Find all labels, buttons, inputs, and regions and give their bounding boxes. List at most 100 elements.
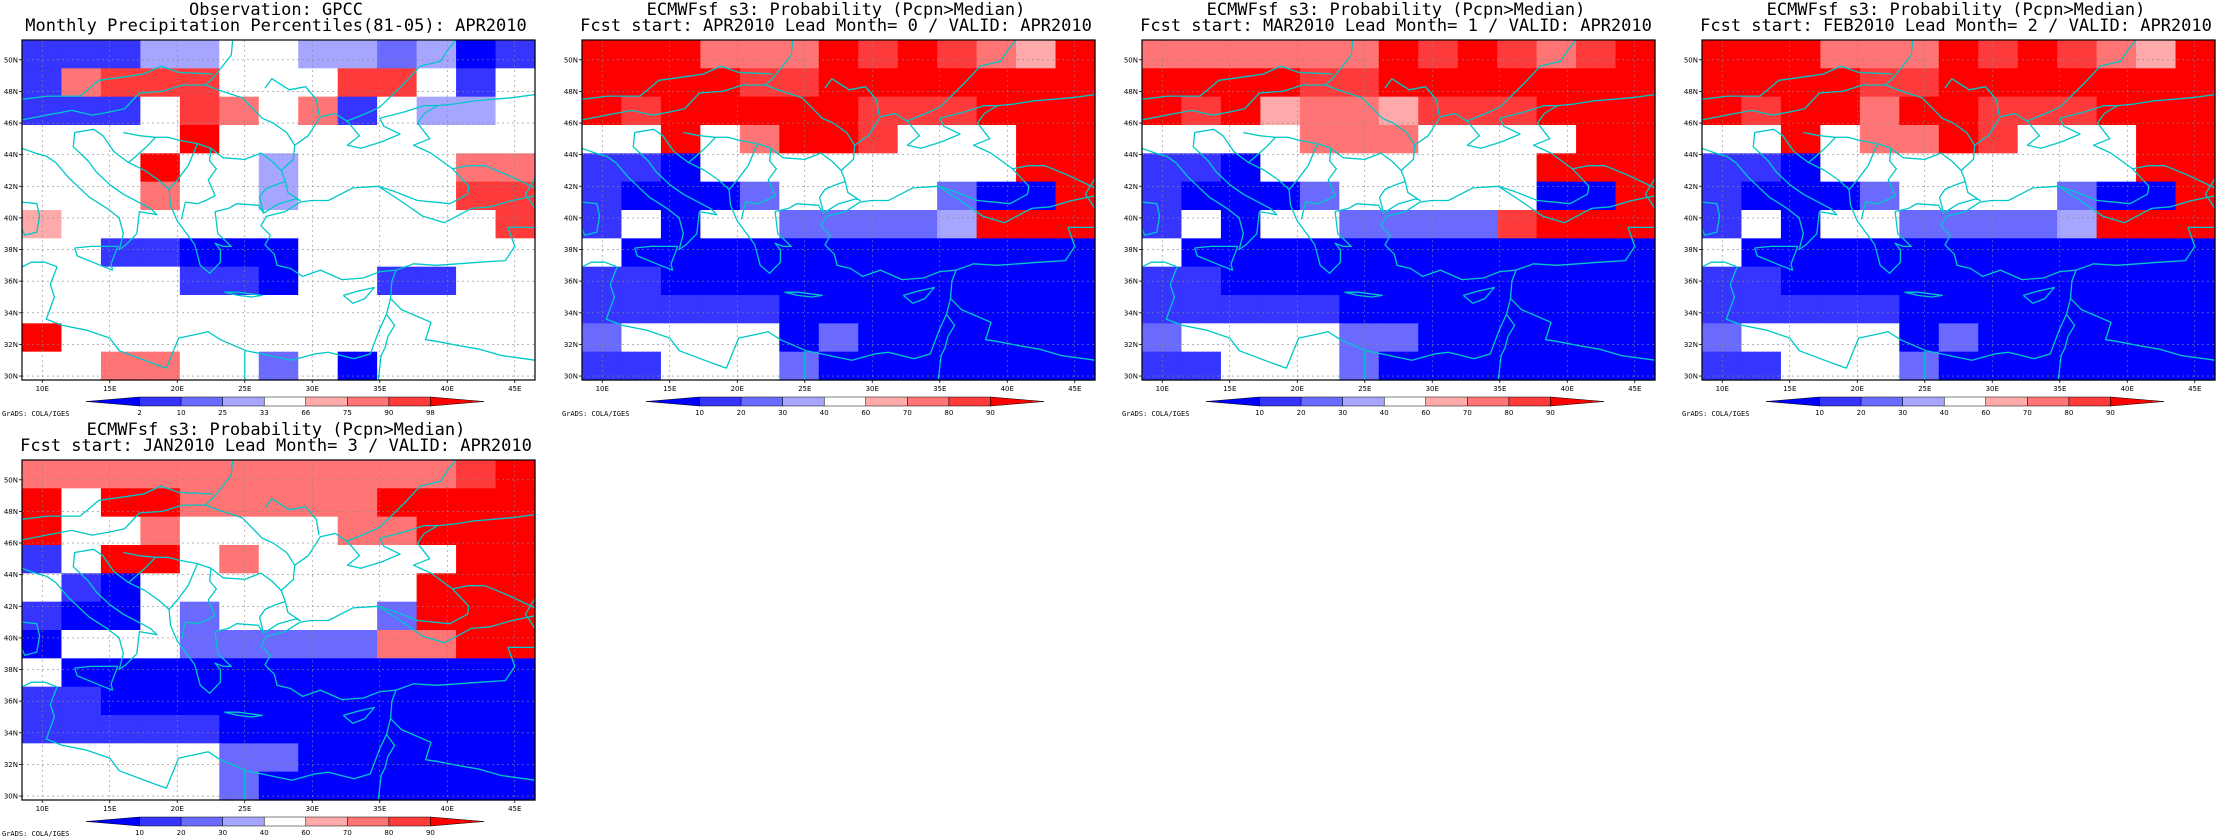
grid-cell — [1615, 153, 1656, 183]
grid-cell — [377, 460, 418, 489]
grid-cell — [1016, 96, 1057, 126]
grid-cell — [2017, 125, 2058, 154]
legend-swatch — [2027, 396, 2070, 407]
grid-cell — [140, 743, 181, 773]
legend-swatch — [1205, 396, 1260, 407]
grid-cell — [377, 630, 418, 659]
grid-cell — [2017, 295, 2058, 324]
grid-cell — [818, 40, 859, 69]
legend-label: 60 — [1421, 409, 1430, 417]
grid-cell — [1576, 125, 1617, 154]
grid-cell — [337, 488, 378, 518]
grid-cell — [337, 125, 378, 154]
lat-tick-label: 50N — [4, 56, 18, 64]
grid-cell — [377, 295, 418, 324]
grid-cell — [100, 295, 141, 324]
grid-cell — [1220, 295, 1261, 324]
coastline-path — [997, 93, 1095, 107]
grid-cell — [1339, 295, 1380, 324]
lat-tick-label: 34N — [564, 309, 578, 317]
probability-map: 10E 15E 20E 25E 30E 35E 40E 45E 30N 32N 34N 36N 38N 4… — [564, 39, 1096, 417]
grid-cell — [495, 545, 536, 574]
lon-tick-label: 15E — [103, 805, 116, 813]
grid-cell — [1938, 238, 1979, 268]
grid-cell — [779, 96, 820, 126]
grid-cell — [2096, 295, 2137, 324]
coastline-path — [74, 665, 119, 691]
legend-swatch — [948, 396, 991, 407]
grid-cell — [298, 573, 339, 603]
grid-cell — [976, 295, 1017, 324]
lon-tick-label: 15E — [1783, 385, 1796, 393]
grid-cell — [22, 238, 63, 268]
grid-cell — [140, 516, 181, 546]
coastline-path — [1808, 136, 1837, 164]
grid-cell — [61, 295, 102, 324]
coastline-path — [1702, 40, 1914, 121]
grid-cell — [582, 323, 623, 353]
percentile-map: 10E 15E 20E 25E 30E 35E 40E 45E 30N 32N 34N 36N 38N 4… — [4, 39, 536, 417]
grid-cell — [416, 460, 457, 489]
coastline-path — [818, 180, 846, 214]
grid-cell — [739, 96, 780, 126]
grid-cell — [1859, 40, 1900, 69]
grid-cell — [2096, 323, 2137, 353]
grid-cell — [258, 715, 299, 744]
grid-cell — [377, 125, 418, 154]
grid-cell — [1181, 323, 1222, 353]
axes: 10E 15E 20E 25E 30E 35E 40E 45E 30N 32N 34N 36N 38N 4… — [564, 56, 1082, 393]
coastline-path — [1194, 245, 1239, 271]
grid-cell — [377, 573, 418, 603]
grid-cell — [2096, 40, 2137, 69]
grid-cell — [1220, 125, 1261, 154]
coastline-path — [1243, 131, 1402, 171]
coastline-path — [2058, 185, 2215, 224]
panel-title-line1: Observation: GPCC — [189, 0, 363, 20]
coastline-path — [224, 711, 263, 718]
coastline-path — [395, 646, 535, 691]
lon-tick-label: 45E — [2188, 385, 2201, 393]
legend-label: 80 — [2064, 409, 2073, 417]
lat-tick-label: 36N — [4, 698, 18, 706]
grid-cell — [258, 658, 299, 688]
legend-label: 90 — [426, 829, 435, 837]
grid-cell — [621, 210, 662, 239]
grid-cell — [1615, 238, 1656, 268]
grid-cell — [858, 68, 899, 98]
legend-swatch — [85, 816, 140, 827]
coastline-path — [264, 78, 320, 116]
grid-cell — [1339, 96, 1380, 126]
coastline-path — [22, 621, 41, 656]
legend-swatch — [1425, 396, 1468, 407]
grid-cell — [298, 488, 339, 518]
grid-cell — [140, 715, 181, 744]
coastline-path — [180, 148, 218, 220]
legend-label: 40 — [1940, 409, 1949, 417]
grid-cell — [1181, 40, 1222, 69]
grid-cell — [1457, 68, 1498, 98]
coastline-path — [342, 706, 376, 724]
color-legend: 10 20 30 40 60 70 80 90 — [1765, 396, 2165, 417]
grid-cell — [100, 516, 141, 546]
grid-cell — [1702, 295, 1743, 324]
coastline-path — [688, 136, 717, 164]
coastline-path — [437, 93, 535, 107]
grid-cell — [1978, 68, 2019, 98]
coastline-path — [1142, 104, 1590, 369]
legend-swatch — [305, 816, 348, 827]
grid-cell — [1339, 40, 1380, 69]
lat-tick-label: 40N — [4, 634, 18, 642]
lon-tick-label: 45E — [1068, 385, 1081, 393]
lon-tick-label: 10E — [596, 385, 609, 393]
panel-title-line2: Monthly Precipitation Percentiles(81-05)… — [25, 16, 527, 36]
grid-cell — [22, 460, 63, 489]
grid-cell — [1055, 68, 1096, 98]
grid-cell — [2057, 323, 2098, 353]
lat-tick-label: 44N — [4, 571, 18, 579]
grid-cell — [337, 323, 378, 353]
grid-cell — [2136, 40, 2177, 69]
grid-cell — [298, 153, 339, 183]
grid-cell — [700, 323, 741, 353]
grid-cell — [1820, 266, 1861, 296]
grid-cell — [1899, 40, 1940, 69]
